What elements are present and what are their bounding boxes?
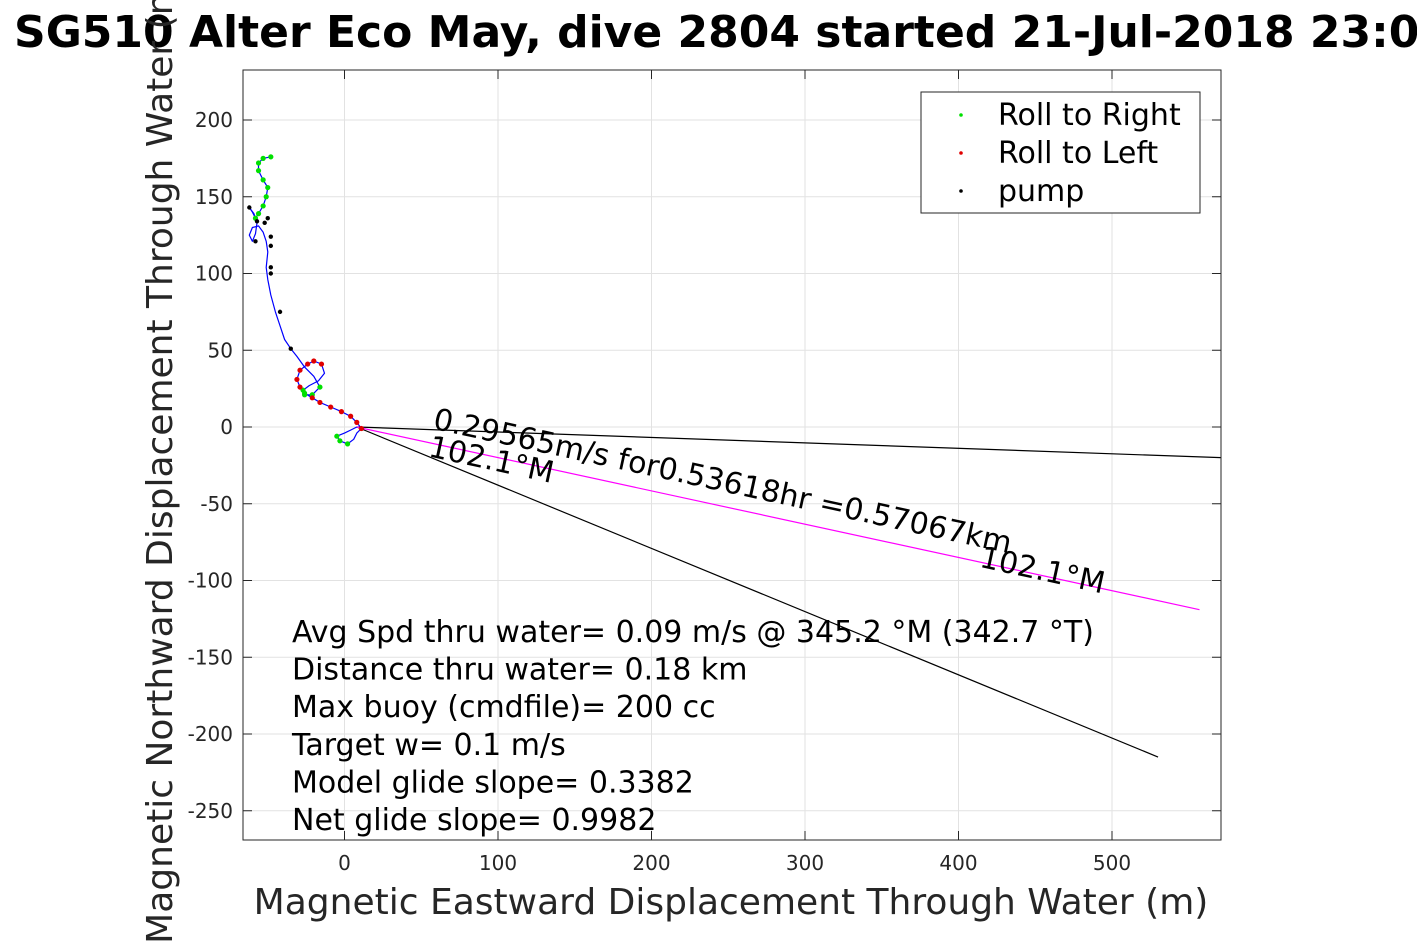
pump-point [254,219,260,224]
y-tick-label: 100 [195,262,233,286]
legend-marker-roll-left [959,151,963,155]
stat-line: Net glide slope= 0.9982 [292,803,656,838]
roll-left-point [309,395,315,401]
heading-2-line [356,426,1159,758]
stats-block: Avg Spd thru water= 0.09 m/s @ 345.2 °M … [291,615,1094,838]
roll-right-point [260,203,266,209]
pump-point [268,271,274,276]
roll-right-point [255,211,262,217]
legend-box [920,91,1201,214]
roll-right-point [255,168,262,174]
x-tick-label: 500 [1093,851,1131,875]
x-tick-label: 400 [939,851,977,875]
clipped-series [247,154,1221,758]
roll-left-point [358,425,364,432]
stat-line: Model glide slope= 0.3382 [292,765,694,800]
legend-marker-pump [959,189,963,193]
current-line [356,426,1200,611]
y-tick-label: -250 [188,799,233,823]
roll-left-point [294,376,300,383]
legend-label-roll-right: Roll to Right [998,98,1181,133]
pump-point [247,205,252,210]
roll-left-point [305,361,311,367]
roll-left-point [354,419,360,425]
roll-left-point [297,384,303,390]
legend-label-roll-left: Roll to Left [998,136,1158,171]
roll-right-point [263,194,269,200]
roll-right-point [344,441,351,447]
y-tick-label: 0 [220,415,233,439]
heading-1-line [356,426,1221,459]
pump-point [277,309,283,315]
roll-right-point [260,155,266,161]
plot-series [247,154,1221,758]
roll-right-point [334,433,340,439]
stat-line: Avg Spd thru water= 0.09 m/s @ 345.2 °M … [292,615,1094,650]
stat-line: Distance thru water= 0.18 km [292,653,747,688]
axis-ticks: 0 100 200 300 400 500200150100500-50-100-150-… [188,70,1221,875]
pump-point [268,265,274,270]
legend-marker-roll-right [959,113,963,117]
y-tick-label: -100 [188,569,233,593]
y-tick-label: -50 [200,492,233,516]
roll-left-point [297,367,303,373]
x-axis-label: Magnetic Eastward Displacement Through W… [254,882,1209,923]
roll-left-point [328,404,334,410]
pump-point [268,234,274,239]
x-tick-label: 0 [338,851,351,875]
x-tick-label: 200 [632,851,670,875]
y-axis-label: Magnetic Northward Displacement Through … [140,0,181,944]
stat-line: Target w= 0.1 m/s [291,728,566,763]
y-tick-label: -200 [188,722,233,746]
y-tick-label: 50 [208,338,233,362]
roll-right-point [255,160,262,166]
roll-right-point [301,392,308,398]
y-tick-label: -150 [188,645,233,669]
pump-point [268,243,274,249]
legend-label-pump: pump [998,174,1084,209]
roll-right-point [265,184,271,191]
pump-point [265,216,270,221]
annotation-2: 102.1°M [977,540,1108,601]
roll-left-point [338,409,345,415]
plot-area [242,69,1222,841]
roll-right-point [268,154,274,160]
pump-point [253,239,258,244]
roll-left-point [318,361,325,367]
legend: Roll to Right Roll to Left pump [920,91,1201,214]
x-tick-label: 100 [479,851,517,875]
pump-point [262,220,267,226]
roll-right-point [317,384,323,390]
roll-right-point [337,438,343,444]
roll-left-point [317,399,323,406]
x-tick-label: 300 [786,851,824,875]
y-tick-label: 200 [195,108,233,132]
pump-point [288,346,293,351]
stat-line: Max buoy (cmdfile)= 200 cc [292,690,716,725]
chart-title: SG510 Alter Eco May, dive 2804 started 2… [14,7,1417,58]
roll-left-point [311,358,317,364]
annotations: 0.29565m/s for0.53618hr =0.57067km102.1°… [426,402,1108,601]
roll-left-point [348,413,354,419]
y-tick-label: 150 [195,185,233,209]
roll-right-point [260,177,266,183]
